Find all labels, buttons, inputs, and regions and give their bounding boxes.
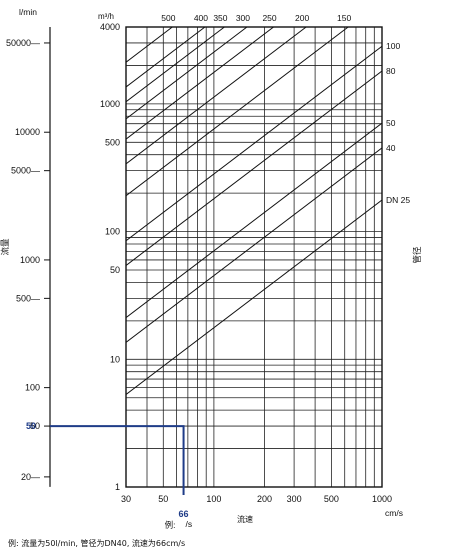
lmin-tick-label: 5000—	[11, 166, 40, 176]
diameter-line-400	[125, 26, 206, 88]
plot-border	[125, 26, 383, 488]
diameter-label: DN 25	[386, 195, 410, 205]
diameter-line-25	[125, 199, 383, 395]
plot-frame	[125, 26, 383, 488]
diameter-label: 350	[213, 13, 227, 23]
x-axis-title: 流速	[237, 514, 253, 524]
footnote: 例: 流量为50l/min, 管径为DN40, 流速为66cm/s	[8, 539, 186, 548]
example-overlay: 66例: /s 50	[26, 421, 192, 530]
x-tick-label: 1000	[372, 494, 392, 504]
y-axis-unit: m³/h	[98, 12, 114, 21]
diameter-label: 250	[262, 13, 276, 23]
x-tick-label: 300	[287, 494, 302, 504]
y-tick-label: 4000	[100, 22, 120, 32]
lmin-tick-label: 1000	[20, 255, 40, 265]
x-axis-unit: cm/s	[385, 508, 403, 518]
grid-lines	[125, 26, 383, 488]
example-flow-label: 50	[26, 421, 36, 431]
lmin-tick-label: 50	[30, 421, 40, 431]
x-tick-label: 30	[121, 494, 131, 504]
y-tick-label: 500	[105, 137, 120, 147]
diameter-line-80	[125, 70, 383, 266]
x-tick-label: 500	[324, 494, 339, 504]
x-tick-label: 50	[158, 494, 168, 504]
y-tick-label: 1000	[100, 99, 120, 109]
diameter-line-300	[125, 26, 248, 120]
diameter-line-200	[125, 26, 307, 165]
diameter-label: 80	[386, 66, 396, 76]
diameter-label: 150	[337, 13, 351, 23]
diameter-label: 200	[295, 13, 309, 23]
diameter-line-40	[125, 147, 383, 343]
lmin-tick-label: 100	[25, 383, 40, 393]
lmin-tick-label: 10000	[15, 127, 40, 137]
diameter-label: 50	[386, 118, 396, 128]
example-caption-suffix: /s	[186, 519, 193, 529]
diameter-line-50	[125, 122, 383, 319]
y-tick-label: 100	[105, 227, 120, 237]
diameter-label: 400	[194, 13, 208, 23]
y-tick-label: 50	[110, 265, 120, 275]
example-velocity-label: 66	[179, 509, 189, 519]
diameter-line-100	[125, 45, 383, 242]
lmin-axis	[44, 26, 51, 487]
x-tick-label: 200	[257, 494, 272, 504]
diameter-label: 100	[386, 41, 400, 51]
lmin-tick-label: 20—	[21, 472, 40, 482]
lmin-axis-unit: l/min	[19, 7, 37, 17]
example-guide-line	[50, 425, 185, 495]
diameter-line-150	[125, 26, 349, 197]
diameter-lines	[125, 26, 383, 395]
diameter-line-350	[125, 26, 225, 103]
diameter-label: 40	[386, 143, 396, 153]
diameter-label: 500	[161, 13, 175, 23]
diameter-line-250	[125, 26, 274, 140]
lmin-axis-title: 流量	[0, 238, 10, 256]
y-tick-label: 1	[115, 482, 120, 492]
diameter-line-500	[125, 26, 173, 63]
example-caption-prefix: 例:	[165, 520, 176, 530]
lmin-tick-label: 50000—	[6, 38, 40, 48]
lmin-tick-label: 500—	[16, 293, 40, 303]
x-tick-label: 100	[206, 494, 221, 504]
diameter-axis-title: 管径	[412, 246, 422, 264]
y-tick-label: 10	[110, 354, 120, 364]
diameter-label: 300	[236, 13, 250, 23]
